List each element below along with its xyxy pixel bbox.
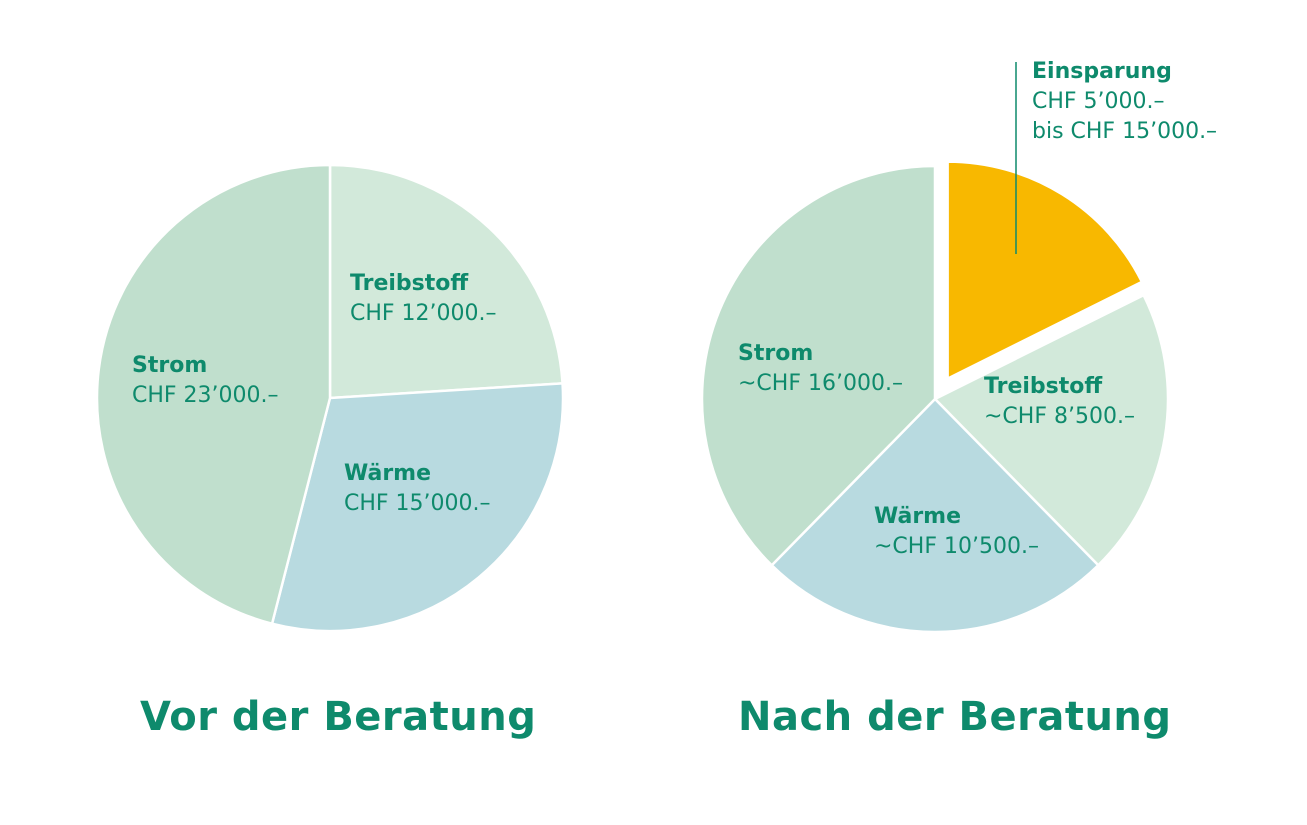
pie1-label-treibstoff-value: CHF 12’000.– — [350, 301, 497, 326]
pie1-label-waerme-value: CHF 15’000.– — [344, 491, 491, 516]
pie1-slice-treibstoff — [328, 163, 564, 400]
pie2-label-einsparung: Einsparung CHF 5’000.– bis CHF 15’000.– — [1032, 59, 1217, 144]
pie1-label-treibstoff: Treibstoff CHF 12’000.– — [350, 271, 497, 326]
pie2-label-waerme-name: Wärme — [874, 504, 961, 529]
pie1-label-waerme: Wärme CHF 15’000.– — [344, 461, 491, 516]
chart-title-before: Vor der Beratung — [140, 694, 537, 740]
pie2-slice-einsparung — [946, 160, 1144, 380]
pie2-label-strom-value: ~CHF 16’000.– — [738, 371, 903, 396]
pie2-label-strom-name: Strom — [738, 341, 813, 366]
pie1-slice-waerme — [270, 382, 565, 633]
pie1-label-strom-name: Strom — [132, 353, 207, 378]
pie1-label-treibstoff-name: Treibstoff — [350, 271, 469, 296]
chart-title-after: Nach der Beratung — [738, 694, 1172, 740]
pie2-label-einsparung-value2: bis CHF 15’000.– — [1032, 119, 1217, 144]
pie2-slice-strom — [700, 164, 937, 567]
pie2-label-treibstoff-value: ~CHF 8’500.– — [984, 404, 1135, 429]
pie2-label-treibstoff: Treibstoff ~CHF 8’500.– — [984, 374, 1135, 429]
pie1-label-strom-value: CHF 23’000.– — [132, 383, 279, 408]
pie2-slice-waerme — [770, 397, 1100, 634]
pie2-label-strom: Strom ~CHF 16’000.– — [738, 341, 903, 396]
pie1-slice-strom — [95, 163, 332, 625]
pie2-slice-treibstoff — [933, 293, 1170, 567]
pie2-label-waerme-value: ~CHF 10’500.– — [874, 534, 1039, 559]
pie2-label-waerme: Wärme ~CHF 10’500.– — [874, 504, 1039, 559]
pie2-label-einsparung-name: Einsparung — [1032, 59, 1172, 84]
pie2-label-treibstoff-name: Treibstoff — [984, 374, 1103, 399]
pie2-label-einsparung-value: CHF 5’000.– — [1032, 89, 1165, 114]
pie1-label-strom: Strom CHF 23’000.– — [132, 353, 279, 408]
pie1-label-waerme-name: Wärme — [344, 461, 431, 486]
